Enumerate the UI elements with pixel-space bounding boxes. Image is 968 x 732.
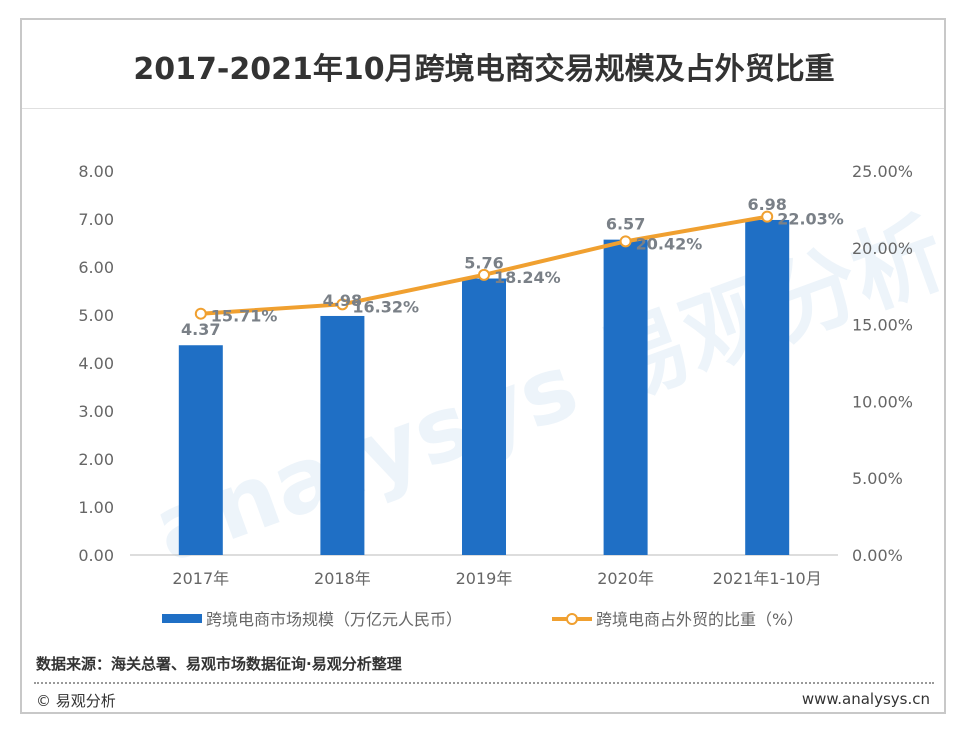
left-tick-label: 5.00 xyxy=(78,306,114,325)
frame xyxy=(20,18,946,714)
line-data-label: 18.24% xyxy=(494,268,561,287)
bar-data-label: 6.57 xyxy=(606,215,645,234)
category-label: 2021年1-10月 xyxy=(713,569,822,588)
dotted-divider xyxy=(34,682,934,684)
chart-title: 2017-2021年10月跨境电商交易规模及占外贸比重 xyxy=(133,52,835,87)
bar-data-label: 4.98 xyxy=(323,291,362,310)
legend-bar-label: 跨境电商市场规模（万亿元人民币） xyxy=(206,610,462,629)
right-tick-label: 20.00% xyxy=(852,239,913,258)
right-tick-label: 10.00% xyxy=(852,392,913,411)
left-tick-label: 7.00 xyxy=(78,210,114,229)
right-tick-label: 25.00% xyxy=(852,162,913,181)
bar xyxy=(462,278,506,555)
category-label: 2019年 xyxy=(456,569,513,588)
chart-svg: analysys 易观分析 0.00 1.00 2.00 3.00 4.00 5.00 6.0… xyxy=(78,162,959,629)
line-point xyxy=(761,210,774,223)
left-tick-label: 3.00 xyxy=(78,402,114,421)
left-tick-label: 1.00 xyxy=(78,498,114,517)
line-data-label: 20.42% xyxy=(636,234,703,253)
bar xyxy=(320,315,365,555)
left-tick-label: 8.00 xyxy=(78,162,114,181)
category-label: 2017年 xyxy=(172,569,229,588)
bar xyxy=(745,219,790,555)
left-tick-label: 0.00 xyxy=(78,546,114,565)
legend-line-label: 跨境电商占外贸的比重（%） xyxy=(596,610,803,629)
copyright: © 易观分析 xyxy=(36,692,116,710)
line-point xyxy=(478,268,490,281)
line-data-label: 16.32% xyxy=(352,297,419,316)
line-point xyxy=(194,307,207,320)
legend-bar-swatch xyxy=(162,614,202,623)
bar-data-label: 6.98 xyxy=(747,195,786,214)
left-tick-label: 2.00 xyxy=(78,450,114,469)
bar-data-label: 5.76 xyxy=(464,254,503,273)
title-divider xyxy=(22,108,944,109)
category-label: 2018年 xyxy=(314,569,371,588)
right-tick-label: 15.00% xyxy=(852,316,913,335)
line-point xyxy=(336,298,349,311)
category-label: 2020年 xyxy=(597,569,654,588)
line-point xyxy=(619,235,632,248)
left-tick-label: 4.00 xyxy=(78,354,114,373)
source-note: 数据来源：海关总署、易观市场数据征询·易观分析整理 xyxy=(36,655,402,673)
line-data-label: 15.71% xyxy=(211,307,278,326)
left-tick-label: 6.00 xyxy=(78,258,114,277)
legend-line-marker xyxy=(566,613,578,625)
bar xyxy=(603,239,648,555)
right-tick-label: 5.00% xyxy=(852,469,903,488)
right-tick-label: 0.00% xyxy=(852,546,903,565)
watermark-logo: analysys 易观分析 xyxy=(141,200,959,583)
bar-data-label: 4.37 xyxy=(181,320,220,339)
line-data-label: 22.03% xyxy=(777,210,844,229)
bar xyxy=(178,345,223,555)
website-link[interactable]: www.analysys.cn xyxy=(801,690,930,708)
